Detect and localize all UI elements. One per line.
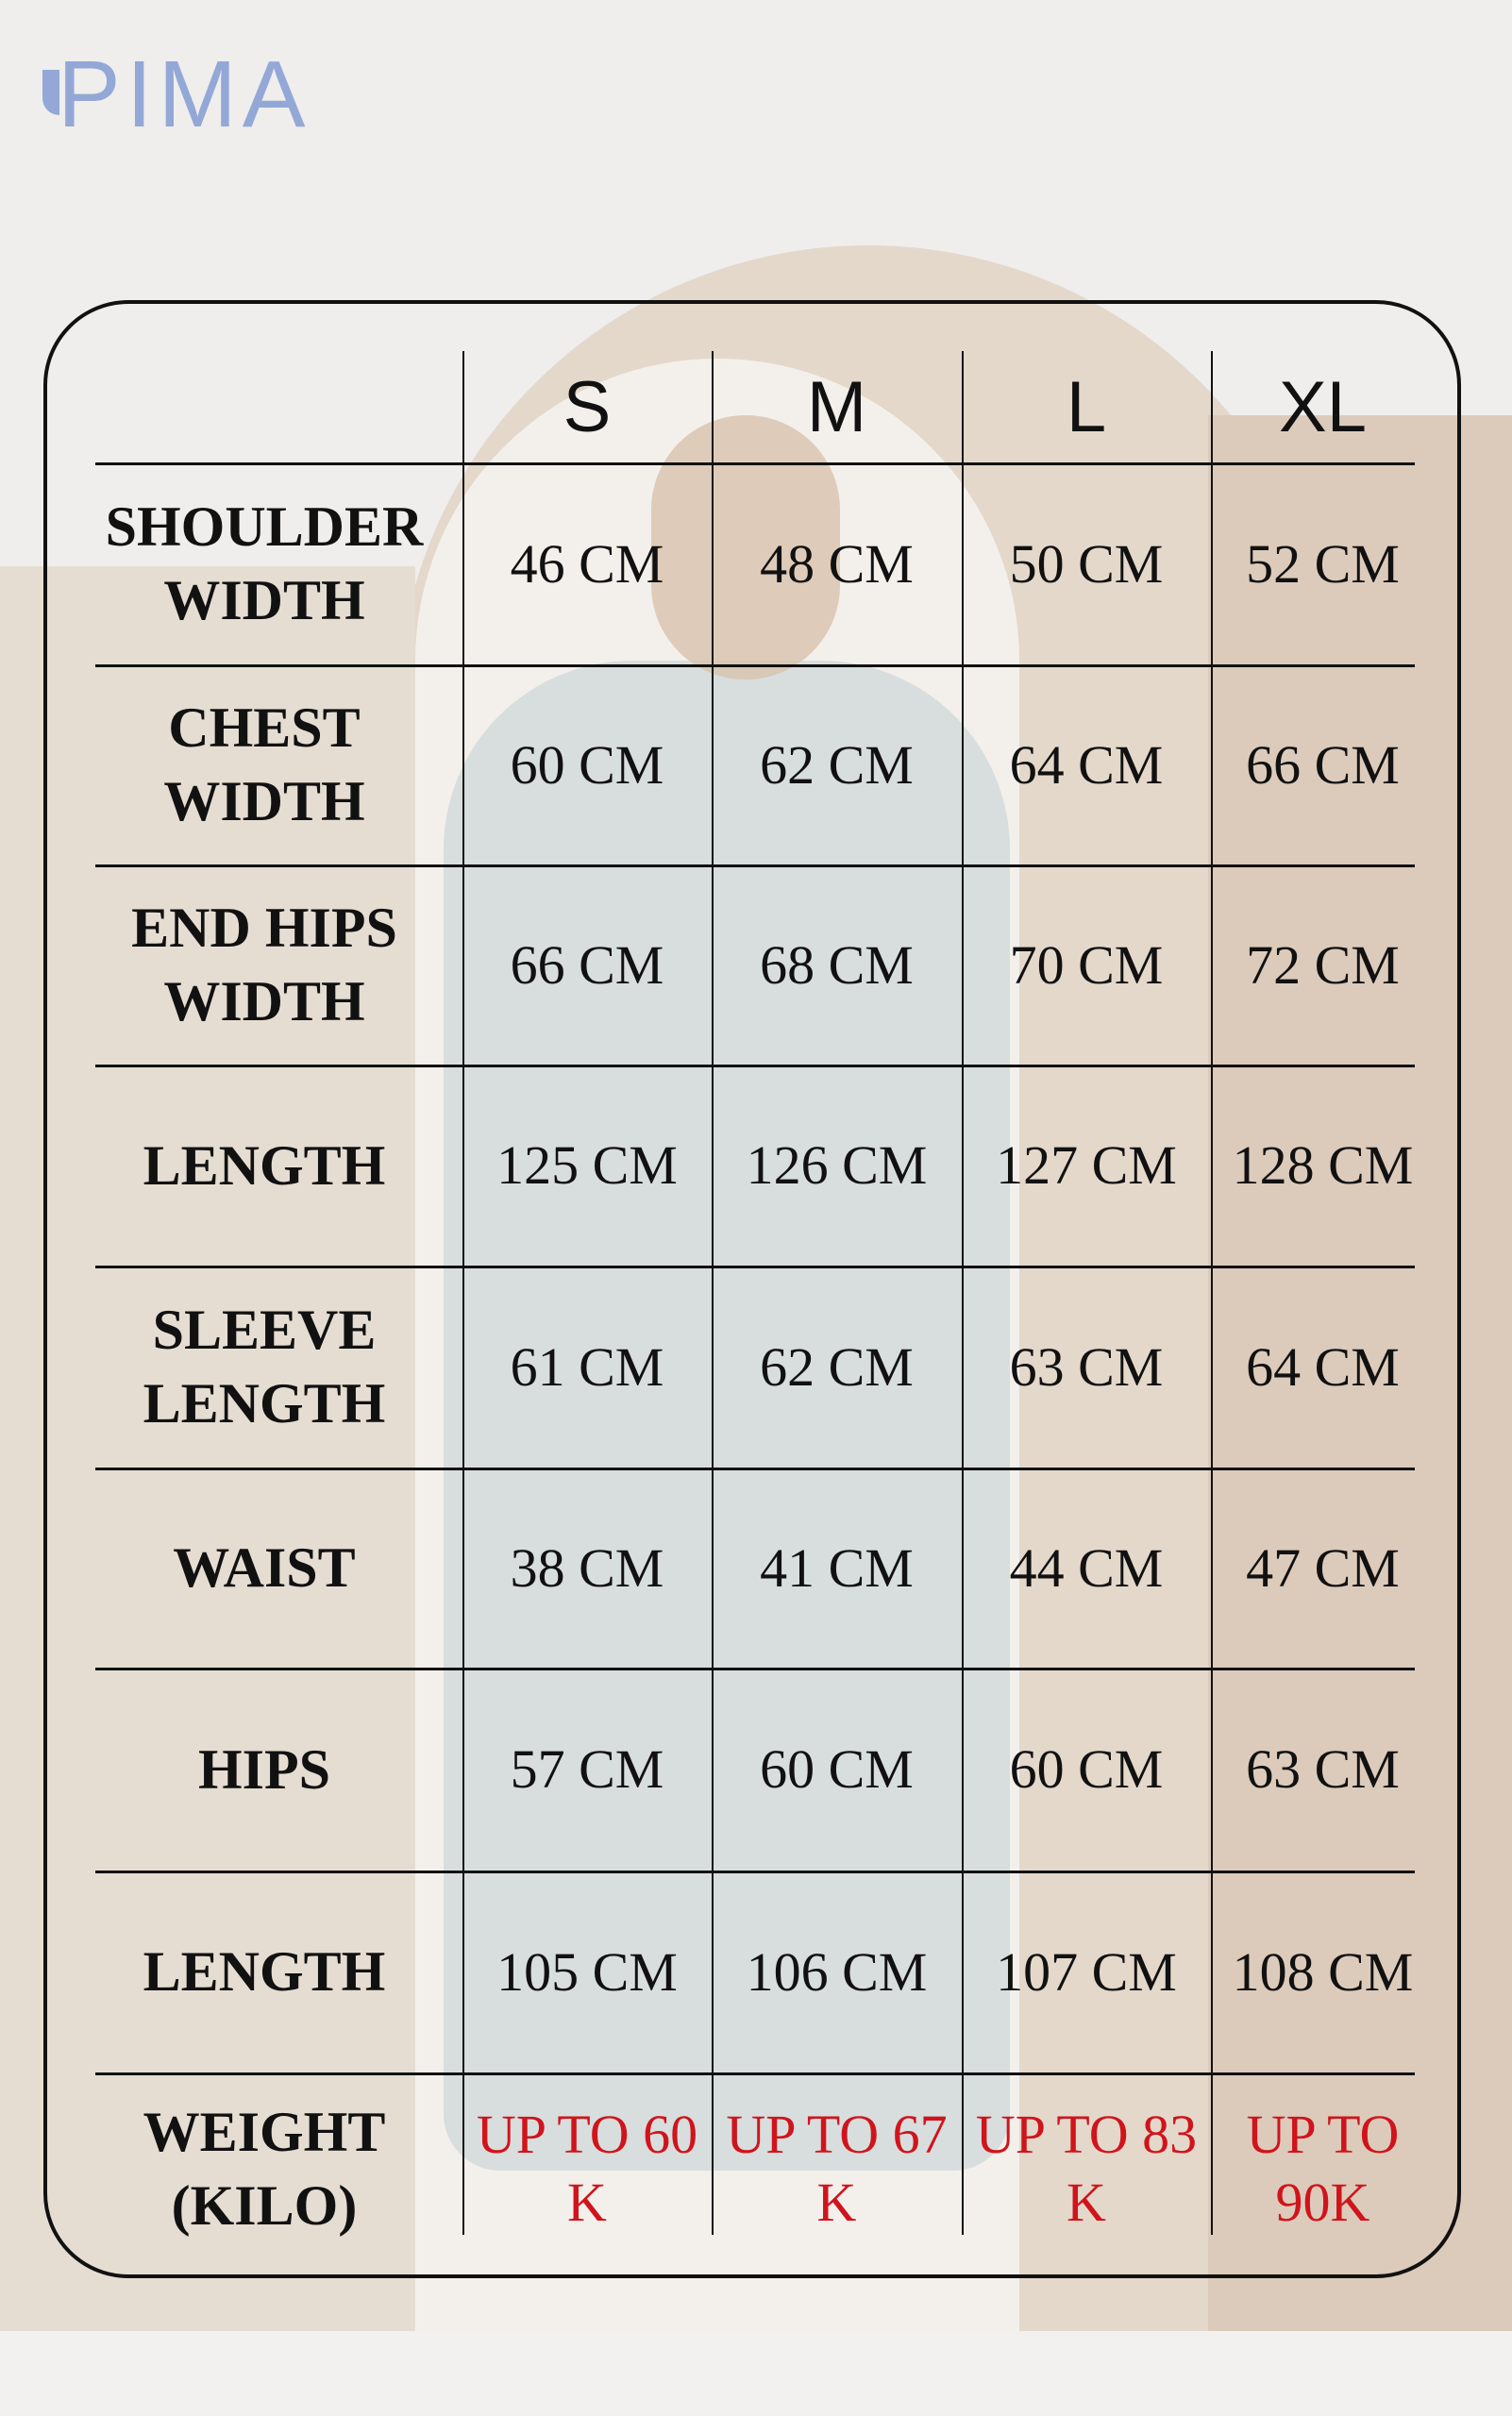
size-value-cell: 47 CM	[1246, 1536, 1400, 1599]
size-value-cell: 126 CM	[746, 1134, 928, 1196]
leaf-icon	[42, 70, 59, 115]
size-header-l: L	[1066, 366, 1107, 447]
column-divider	[1211, 351, 1213, 2235]
row-divider	[95, 1468, 1415, 1470]
size-value-cell: 63 CM	[1009, 1335, 1164, 1398]
row-divider	[95, 664, 1415, 667]
row-divider	[95, 864, 1415, 867]
row-label: END HIPS WIDTH	[131, 897, 397, 1032]
size-value-cell: 63 CM	[1246, 1738, 1400, 1800]
row-label: LENGTH	[143, 1133, 386, 1197]
size-value-cell: 60 CM	[510, 733, 664, 796]
size-value-cell: 52 CM	[1246, 532, 1400, 595]
background-wall-right	[1208, 415, 1512, 2416]
size-value-cell: 48 CM	[760, 532, 914, 595]
size-value-cell: UP TO 83 K	[975, 2103, 1198, 2234]
size-header-m: M	[806, 366, 867, 447]
size-value-cell: 41 CM	[760, 1536, 914, 1599]
size-value-cell: 106 CM	[746, 1940, 928, 2003]
row-label: SHOULDER WIDTH	[105, 495, 424, 631]
size-value-cell: 66 CM	[510, 933, 664, 996]
row-label: CHEST WIDTH	[163, 696, 365, 832]
background-wall-left	[0, 566, 415, 2416]
size-value-cell: 108 CM	[1232, 1940, 1414, 2003]
brand-logo: PIMA	[42, 47, 311, 142]
size-value-cell: 50 CM	[1009, 532, 1164, 595]
size-value-cell: 46 CM	[510, 532, 664, 595]
size-value-cell: 125 CM	[496, 1134, 678, 1196]
row-divider	[95, 2072, 1415, 2075]
row-label: WEIGHT (KILO)	[143, 2101, 386, 2237]
column-divider	[962, 351, 964, 2235]
size-value-cell: 60 CM	[1009, 1738, 1164, 1800]
size-value-cell: UP TO 67 K	[726, 2103, 948, 2234]
row-label: SLEEVE LENGTH	[143, 1299, 386, 1434]
size-value-cell: 60 CM	[760, 1738, 914, 1800]
row-divider	[95, 1871, 1415, 1873]
row-label: HIPS	[197, 1737, 331, 1801]
row-divider	[95, 462, 1415, 465]
size-value-cell: 38 CM	[510, 1536, 664, 1599]
size-value-cell: 127 CM	[996, 1134, 1177, 1196]
floor	[0, 2331, 1512, 2416]
row-label: WAIST	[173, 1536, 356, 1599]
row-divider	[95, 1668, 1415, 1670]
size-value-cell: 57 CM	[510, 1738, 664, 1800]
column-divider	[462, 351, 464, 2235]
size-header-s: S	[563, 366, 612, 447]
size-value-cell: 64 CM	[1009, 733, 1164, 796]
size-value-cell: 66 CM	[1246, 733, 1400, 796]
size-value-cell: 72 CM	[1246, 933, 1400, 996]
size-value-cell: UP TO 60 K	[476, 2103, 698, 2234]
size-value-cell: 44 CM	[1009, 1536, 1164, 1599]
size-value-cell: UP TO 90K	[1246, 2103, 1400, 2234]
row-divider	[95, 1266, 1415, 1268]
size-value-cell: 107 CM	[996, 1940, 1177, 2003]
row-divider	[95, 1065, 1415, 1067]
size-header-xl: XL	[1279, 366, 1367, 447]
size-value-cell: 62 CM	[760, 1335, 914, 1398]
row-label: LENGTH	[143, 1940, 386, 2003]
size-value-cell: 62 CM	[760, 733, 914, 796]
model-head	[651, 415, 840, 680]
size-chart-frame	[43, 300, 1461, 2278]
size-value-cell: 68 CM	[760, 933, 914, 996]
column-divider	[712, 351, 714, 2235]
size-value-cell: 64 CM	[1246, 1335, 1400, 1398]
size-value-cell: 128 CM	[1232, 1134, 1414, 1196]
model-figure	[444, 661, 1010, 2171]
size-value-cell: 70 CM	[1009, 933, 1164, 996]
size-value-cell: 105 CM	[496, 1940, 678, 2003]
size-value-cell: 61 CM	[510, 1335, 664, 1398]
